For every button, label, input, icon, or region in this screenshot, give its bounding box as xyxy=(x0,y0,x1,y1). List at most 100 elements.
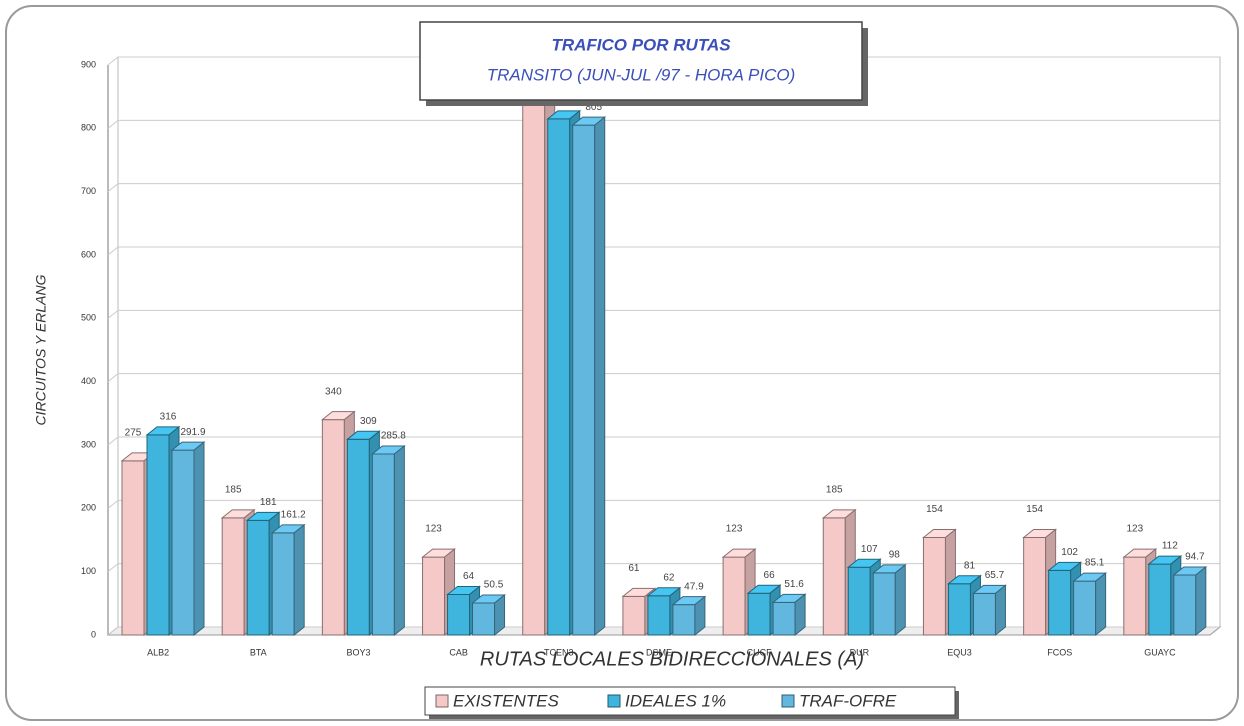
bar-side xyxy=(193,441,205,637)
chart-subtitle: TRANSITO (JUN-JUL /97 - HORA PICO) xyxy=(487,65,796,84)
bar-front xyxy=(146,434,170,636)
y-tick-label: 200 xyxy=(81,503,96,513)
data-label: 123 xyxy=(425,524,442,535)
data-label: 316 xyxy=(160,412,177,423)
chart-title: TRAFICO POR RUTAS xyxy=(551,35,731,54)
grid-line xyxy=(107,246,1220,256)
bar-front xyxy=(672,604,696,636)
data-label: 181 xyxy=(260,497,277,508)
legend-label: IDEALES 1% xyxy=(625,691,726,710)
grid-line xyxy=(107,309,1220,319)
bar-front xyxy=(572,124,596,636)
x-tick-label: CAB xyxy=(449,647,468,657)
data-label: 805 xyxy=(585,102,602,113)
bar-front xyxy=(922,536,946,636)
bar-front xyxy=(772,601,796,636)
data-label: 102 xyxy=(1061,547,1078,558)
data-label: 154 xyxy=(1026,504,1043,515)
x-tick-label: TCEN3 xyxy=(544,647,574,657)
bar-side xyxy=(894,563,906,637)
x-tick-label: BTA xyxy=(250,647,267,657)
legend-box xyxy=(424,686,956,716)
data-label: 161.2 xyxy=(281,510,306,521)
data-label: 81 xyxy=(964,560,976,571)
data-label: 50.5 xyxy=(484,580,504,591)
data-label: 47.9 xyxy=(684,581,704,592)
bar-side xyxy=(694,595,706,637)
y-axis-label: CIRCUITOS Y ERLANG xyxy=(33,274,49,425)
y-tick-label: 700 xyxy=(81,186,96,196)
data-label: 51.6 xyxy=(784,579,804,590)
y-tick-label: 800 xyxy=(81,123,96,133)
bar-side xyxy=(494,593,506,637)
x-tick-label: FCOS xyxy=(1047,647,1072,657)
bar xyxy=(421,548,456,637)
y-tick-label: 600 xyxy=(81,249,96,259)
bar-front xyxy=(121,460,145,636)
bar-side xyxy=(293,523,305,637)
grid-line xyxy=(107,183,1220,193)
bar-front xyxy=(1123,556,1147,636)
bar-front xyxy=(447,593,471,636)
bar xyxy=(170,441,206,637)
bar xyxy=(571,116,607,637)
x-tick-label: DUR xyxy=(850,647,870,657)
bar-front xyxy=(221,517,245,636)
data-label: 61 xyxy=(628,563,640,574)
data-label: 285.8 xyxy=(381,431,406,442)
data-label: 107 xyxy=(861,544,878,555)
bar-front xyxy=(472,602,496,636)
data-label: 66 xyxy=(764,570,776,581)
bar-side xyxy=(1095,572,1107,637)
data-label: 64 xyxy=(463,571,475,582)
bar-front xyxy=(847,566,871,636)
bar xyxy=(471,593,506,637)
x-tick-label: BOY3 xyxy=(346,647,370,657)
legend-label: EXISTENTES xyxy=(453,691,559,710)
bar-front xyxy=(171,449,195,636)
data-label: 291.9 xyxy=(180,427,205,438)
bar xyxy=(1172,565,1208,637)
bar-side xyxy=(594,116,606,637)
bar-front xyxy=(622,595,646,636)
x-tick-label: GUAYC xyxy=(1144,647,1176,657)
bar-front xyxy=(1048,569,1072,636)
bar-front xyxy=(1173,574,1197,636)
bar-front xyxy=(522,89,546,636)
bar-side xyxy=(994,584,1006,637)
x-tick-label: ALB2 xyxy=(147,647,169,657)
bar xyxy=(1072,572,1108,637)
bar-front xyxy=(872,572,896,636)
data-label: 112 xyxy=(1162,541,1178,552)
legend-swatch xyxy=(435,694,449,708)
bar-side xyxy=(1195,565,1207,637)
bar-front xyxy=(747,592,771,636)
y-tick-label: 100 xyxy=(81,566,96,576)
bar xyxy=(871,563,907,637)
legend-label: TRAF-OFRE xyxy=(799,691,897,710)
data-label: 275 xyxy=(125,427,142,438)
bar-front xyxy=(1148,563,1172,636)
bar-front xyxy=(271,532,295,636)
y-tick-label: 300 xyxy=(81,439,96,449)
bar-front xyxy=(547,118,571,636)
data-label: 340 xyxy=(325,386,342,397)
grid-line xyxy=(107,119,1220,129)
bar-front xyxy=(422,556,446,636)
bar-front xyxy=(722,556,746,636)
bar xyxy=(270,523,306,637)
bar-front xyxy=(1023,536,1047,636)
data-label: 85.1 xyxy=(1085,558,1105,569)
bar xyxy=(370,444,406,637)
grid-line xyxy=(107,436,1220,446)
bar-front xyxy=(822,517,846,636)
x-tick-label: CUCF xyxy=(747,647,772,657)
bar xyxy=(646,586,682,637)
bar-front xyxy=(647,595,671,636)
grid-line xyxy=(107,373,1220,383)
x-tick-label: EQU3 xyxy=(947,647,972,657)
x-tick-label: DSME xyxy=(646,647,672,657)
y-tick-label: 900 xyxy=(81,59,96,69)
bar xyxy=(771,593,807,637)
